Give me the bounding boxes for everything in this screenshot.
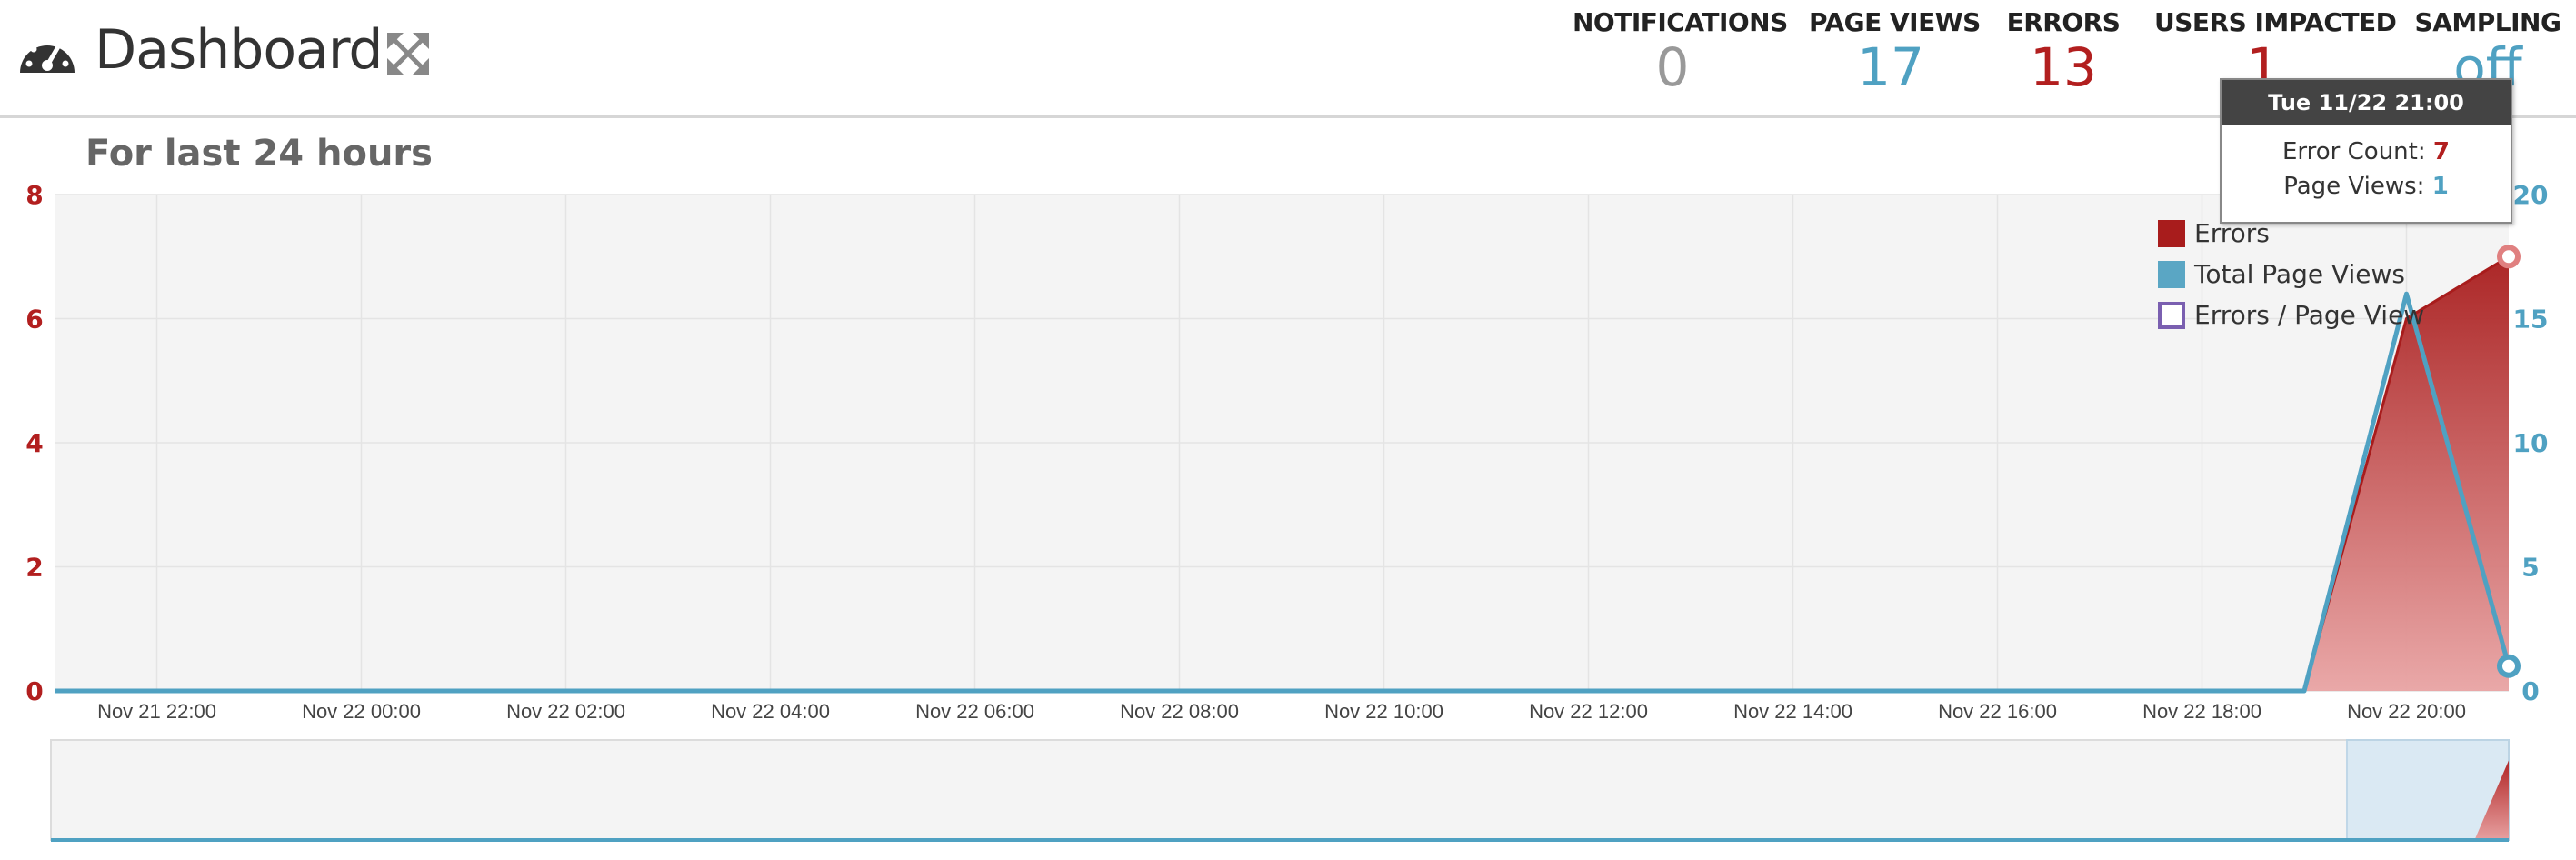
x-tick-label: Nov 22 12:00 [1529,700,1648,723]
legend-label: Total Page Views [2194,259,2406,289]
tooltip-title: Tue 11/22 21:00 [2222,80,2511,125]
stat-label: ERRORS [2006,7,2121,37]
stat-label: SAMPLING [2414,7,2561,37]
tooltip-views-value: 1 [2431,173,2449,200]
stat-page-views[interactable]: PAGE VIEWS 17 [1809,7,1981,98]
x-tick-label: Nov 22 10:00 [1324,700,1443,723]
legend-item-total-page-views[interactable]: Total Page Views [2158,254,2424,295]
errors-hover-marker [2497,245,2521,269]
x-tick-label: Nov 22 16:00 [1938,700,2057,723]
legend-swatch [2158,260,2185,288]
x-tick-label: Nov 22 00:00 [302,700,421,723]
y-right-tick-label: 5 [2521,553,2539,583]
stat-label: NOTIFICATIONS [1573,7,1788,37]
stat-value: 17 [1857,36,1924,98]
x-tick-label: Nov 22 14:00 [1733,700,1852,723]
navigator-background [50,739,2510,841]
y-left-tick-label: 6 [25,305,43,335]
y-left-tick-label: 4 [25,428,43,458]
navigator-errors-area [2474,760,2509,840]
tooltip-error-count: Error Count: 7 [2222,138,2511,165]
y-left-tick-label: 8 [25,180,43,210]
gauge-icon [20,38,75,73]
tooltip-page-views: Page Views: 1 [2222,173,2511,200]
stat-errors[interactable]: ERRORS 13 [2000,7,2127,94]
x-tick-label: Nov 22 18:00 [2142,700,2261,723]
tooltip-error-value: 7 [2432,138,2450,165]
y-right-tick-label: 20 [2513,180,2549,210]
x-tick-label: Nov 22 04:00 [711,700,830,723]
y-left-tick-label: 0 [25,676,43,706]
legend-swatch [2158,219,2185,247]
y-right-tick-label: 15 [2513,305,2549,335]
x-tick-label: Nov 22 20:00 [2347,700,2466,723]
dashboard-header: Dashboard NOTIFICATIONS 0 PAGE VIEWS 17 … [0,0,2576,118]
stat-value: 0 [1655,36,1690,98]
legend-label: Errors / Page View [2194,300,2425,330]
stat-notifications[interactable]: NOTIFICATIONS 0 [1573,7,1788,98]
errors-pageviews-chart[interactable]: 0 2 4 6 8 0 5 10 15 20 Nov 21 22:00 Nov 22 00:00 Nov… [0,177,2576,732]
stat-label: PAGE VIEWS [1809,7,1981,37]
page-views-line [55,291,2511,694]
y-right-tick-label: 10 [2513,428,2549,458]
x-tick-label: Nov 22 08:00 [1120,700,1239,723]
x-tick-label: Nov 22 02:00 [506,700,625,723]
x-tick-label: Nov 21 22:00 [97,700,216,723]
page-views-hover-marker [2497,654,2521,678]
chart-period-subtitle: For last 24 hours [85,133,433,175]
tooltip-views-label: Page Views: [2283,173,2432,200]
x-tick-label: Nov 22 06:00 [915,700,1034,723]
chart-navigator[interactable] [0,736,2576,860]
chart-legend: Errors Total Page Views Errors / Page Vi… [2158,213,2424,335]
expand-arrows-icon[interactable] [385,31,431,76]
legend-item-errors-per-page-view[interactable]: Errors / Page View [2158,295,2424,335]
y-right-tick-label: 0 [2521,676,2539,706]
page-title: Dashboard [95,18,384,82]
stat-label: USERS IMPACTED [2154,7,2397,37]
chart-tooltip: Tue 11/22 21:00 Error Count: 7 Page View… [2220,78,2512,224]
y-left-tick-label: 2 [25,553,43,583]
tooltip-error-label: Error Count: [2282,138,2433,165]
legend-swatch [2158,301,2185,329]
stat-value: 13 [2030,36,2097,98]
